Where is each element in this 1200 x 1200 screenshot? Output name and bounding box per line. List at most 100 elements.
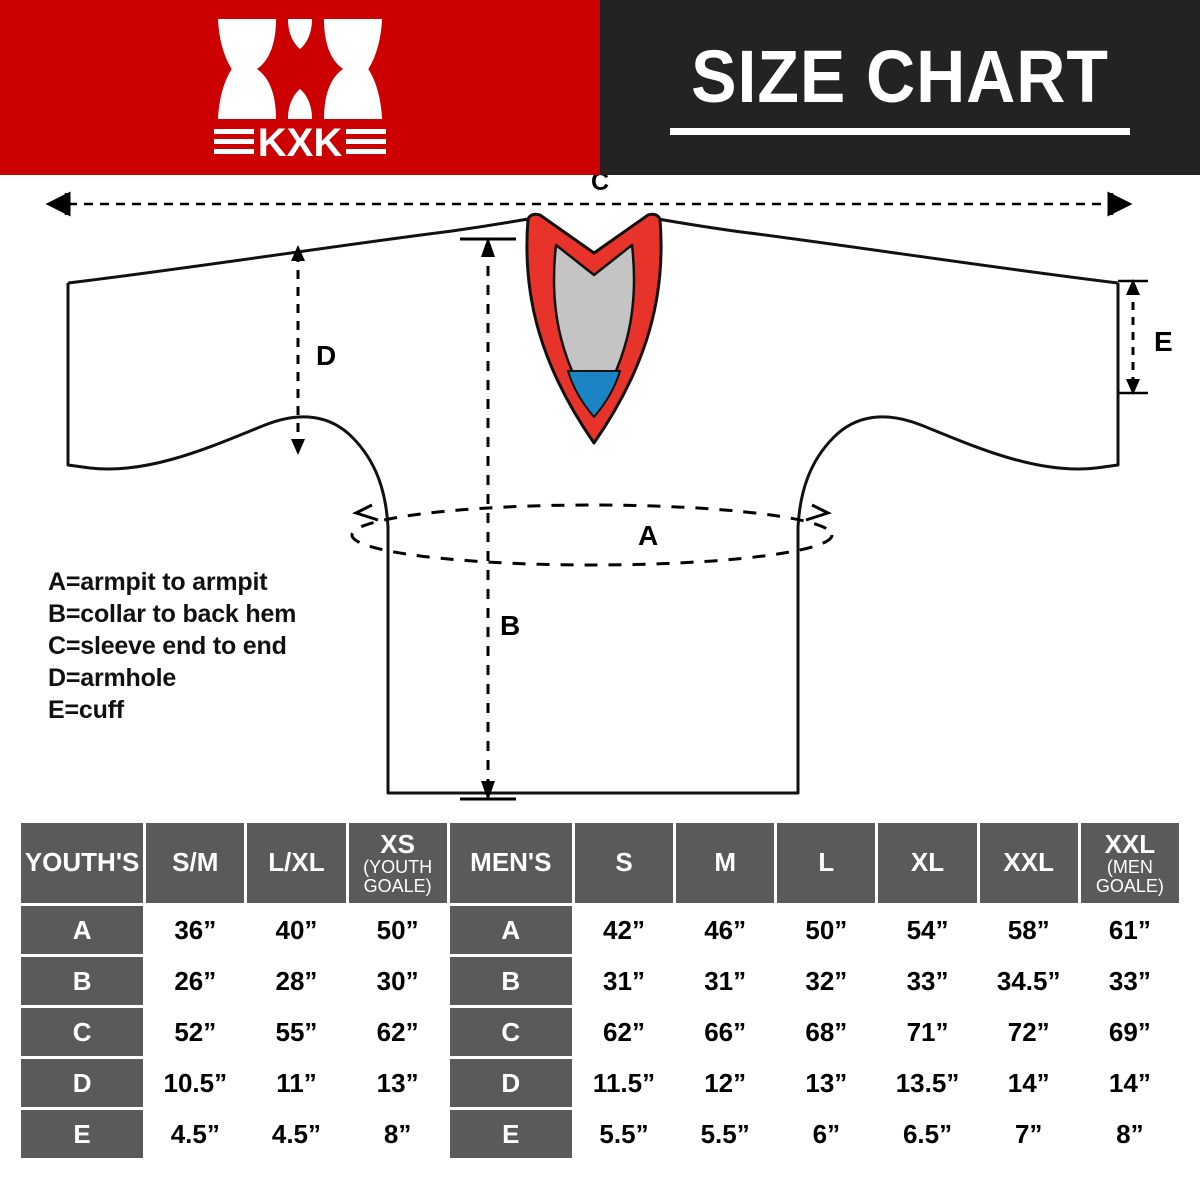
table-row: A 36” 40” 50” A 42” 46” 50” 54” 58” 61” xyxy=(21,906,1179,954)
row-label-men-e: E xyxy=(449,1110,572,1158)
size-table-container: YOUTH'S S/M L/XL XS (YOUTH GOALE) MEN'S … xyxy=(18,820,1182,1161)
header-men-xxl: XXL xyxy=(979,823,1078,903)
cell-youth-a-2: 50” xyxy=(348,906,447,954)
cell-men-d-0: 11.5” xyxy=(574,1059,674,1107)
cell-men-e-0: 5.5” xyxy=(574,1110,674,1158)
cell-men-c-3: 71” xyxy=(878,1008,977,1056)
title-underline xyxy=(670,128,1130,135)
size-table: YOUTH'S S/M L/XL XS (YOUTH GOALE) MEN'S … xyxy=(18,820,1182,1161)
legend-line-b: B=collar to back hem xyxy=(48,600,297,628)
cell-men-c-1: 66” xyxy=(676,1008,775,1056)
kxk-logo-icon: KXK xyxy=(210,13,390,165)
cell-youth-c-2: 62” xyxy=(348,1008,447,1056)
header-youth-goalie-main: XS xyxy=(380,828,415,859)
table-header-row: YOUTH'S S/M L/XL XS (YOUTH GOALE) MEN'S … xyxy=(21,823,1179,903)
cell-men-e-3: 6.5” xyxy=(878,1110,977,1158)
page-header: KXK SIZE CHART xyxy=(0,0,1200,175)
jersey-diagram: C D xyxy=(0,175,1200,820)
dimension-a: A xyxy=(350,503,834,567)
header-men-goalie-sub: (MEN GOALE) xyxy=(1095,857,1164,896)
row-label-youth-c: C xyxy=(21,1008,144,1056)
cell-men-a-5: 61” xyxy=(1080,906,1179,954)
legend-line-a: A=armpit to armpit xyxy=(48,568,268,596)
header-youth-lxl: L/XL xyxy=(247,823,346,903)
measurement-legend: A=armpit to armpit B=collar to back hem … xyxy=(48,566,378,726)
header-youth-goalie: XS (YOUTH GOALE) xyxy=(348,823,447,903)
cell-men-a-0: 42” xyxy=(574,906,674,954)
jersey-outline xyxy=(66,217,1120,795)
cell-men-d-1: 12” xyxy=(676,1059,775,1107)
cell-men-a-1: 46” xyxy=(676,906,775,954)
cell-men-d-2: 13” xyxy=(777,1059,876,1107)
cell-men-b-2: 32” xyxy=(777,957,876,1005)
row-label-youth-d: D xyxy=(21,1059,144,1107)
cell-men-e-4: 7” xyxy=(979,1110,1078,1158)
cell-men-e-2: 6” xyxy=(777,1110,876,1158)
cell-men-e-5: 8” xyxy=(1080,1110,1179,1158)
dimension-b: B xyxy=(460,237,520,801)
header-men-l: L xyxy=(777,823,876,903)
row-label-youth-b: B xyxy=(21,957,144,1005)
kxk-logo-svg: KXK xyxy=(214,18,386,165)
dimension-e-label: E xyxy=(1154,326,1173,357)
cell-men-d-4: 14” xyxy=(979,1059,1078,1107)
row-label-youth-a: A xyxy=(21,906,144,954)
page-title: SIZE CHART xyxy=(691,35,1109,118)
legend-line-e: E=cuff xyxy=(48,696,124,724)
row-label-men-b: B xyxy=(449,957,572,1005)
jersey-collar xyxy=(525,212,663,445)
cell-youth-e-1: 4.5” xyxy=(247,1110,346,1158)
row-label-youth-e: E xyxy=(21,1110,144,1158)
header-youth-goalie-sub: (YOUTH GOALE) xyxy=(363,857,433,896)
dimension-d: D xyxy=(291,245,336,455)
cell-men-c-5: 69” xyxy=(1080,1008,1179,1056)
cell-youth-c-1: 55” xyxy=(247,1008,346,1056)
cell-men-b-5: 33” xyxy=(1080,957,1179,1005)
cell-men-b-0: 31” xyxy=(574,957,674,1005)
cell-men-e-1: 5.5” xyxy=(676,1110,775,1158)
table-row: D 10.5” 11” 13” D 11.5” 12” 13” 13.5” 14… xyxy=(21,1059,1179,1107)
dimension-c: C xyxy=(45,175,1133,217)
cell-men-b-3: 33” xyxy=(878,957,977,1005)
legend-line-c: C=sleeve end to end xyxy=(48,632,287,660)
brand-panel: KXK xyxy=(0,0,600,175)
cell-men-b-4: 34.5” xyxy=(979,957,1078,1005)
table-row: E 4.5” 4.5” 8” E 5.5” 5.5” 6” 6.5” 7” 8” xyxy=(21,1110,1179,1158)
dimension-b-label: B xyxy=(500,610,520,641)
row-label-men-d: D xyxy=(449,1059,572,1107)
table-row: C 52” 55” 62” C 62” 66” 68” 71” 72” 69” xyxy=(21,1008,1179,1056)
cell-youth-c-0: 52” xyxy=(146,1008,245,1056)
cell-youth-b-2: 30” xyxy=(348,957,447,1005)
cell-youth-b-0: 26” xyxy=(146,957,245,1005)
cell-youth-a-1: 40” xyxy=(247,906,346,954)
cell-youth-e-0: 4.5” xyxy=(146,1110,245,1158)
cell-youth-a-0: 36” xyxy=(146,906,245,954)
row-label-men-a: A xyxy=(449,906,572,954)
header-youth: YOUTH'S xyxy=(21,823,144,903)
dimension-e: E xyxy=(1118,279,1173,395)
jersey-diagram-svg: C D xyxy=(45,175,1173,801)
cell-men-a-3: 54” xyxy=(878,906,977,954)
dimension-c-label: C xyxy=(591,175,609,196)
dimension-d-label: D xyxy=(316,340,336,371)
kxk-wordmark: KXK xyxy=(258,121,343,163)
dimension-a-label: A xyxy=(638,520,658,551)
header-men-m: M xyxy=(676,823,775,903)
header-men: MEN'S xyxy=(449,823,572,903)
cell-youth-b-1: 28” xyxy=(247,957,346,1005)
header-men-s: S xyxy=(574,823,674,903)
table-row: B 26” 28” 30” B 31” 31” 32” 33” 34.5” 33… xyxy=(21,957,1179,1005)
header-men-goalie: XXL (MEN GOALE) xyxy=(1080,823,1179,903)
cell-men-a-2: 50” xyxy=(777,906,876,954)
header-men-xl: XL xyxy=(878,823,977,903)
cell-youth-d-2: 13” xyxy=(348,1059,447,1107)
header-youth-sm: S/M xyxy=(146,823,245,903)
cell-men-a-4: 58” xyxy=(979,906,1078,954)
cell-men-c-2: 68” xyxy=(777,1008,876,1056)
cell-men-c-0: 62” xyxy=(574,1008,674,1056)
cell-youth-d-1: 11” xyxy=(247,1059,346,1107)
cell-men-d-3: 13.5” xyxy=(878,1059,977,1107)
header-men-goalie-main: XXL xyxy=(1104,828,1156,859)
cell-men-c-4: 72” xyxy=(979,1008,1078,1056)
cell-men-b-1: 31” xyxy=(676,957,775,1005)
